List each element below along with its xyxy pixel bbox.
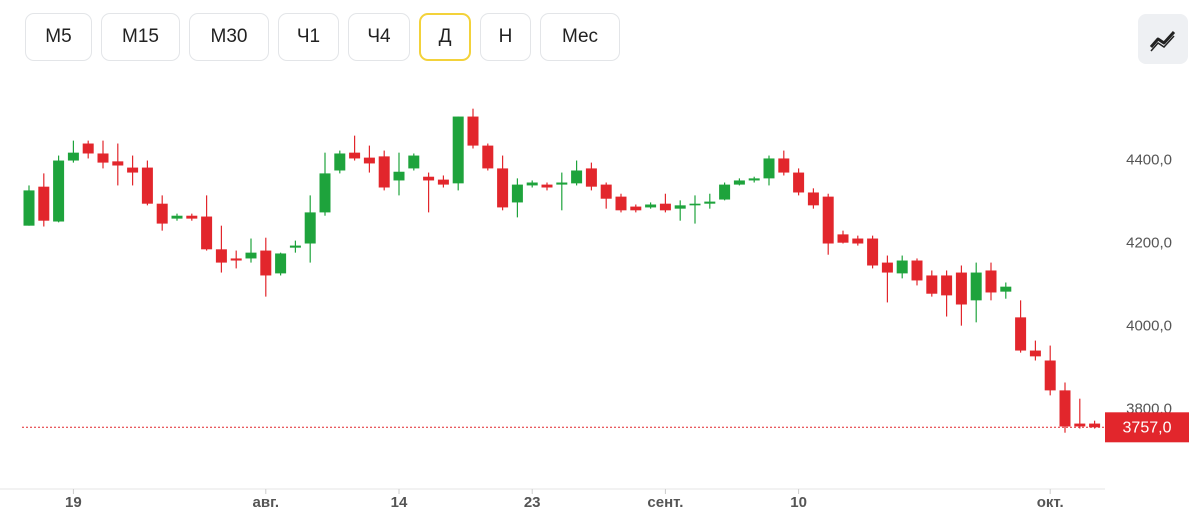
candle-body xyxy=(437,179,449,185)
candle-body xyxy=(970,272,982,301)
candle-body xyxy=(571,170,583,184)
timeframe-button[interactable]: Н xyxy=(480,13,531,61)
candle-body xyxy=(704,201,716,204)
candle-body xyxy=(82,143,94,154)
x-tick-label: 19 xyxy=(65,494,82,511)
candle-body xyxy=(289,245,301,248)
candle-body xyxy=(334,153,346,171)
candle-body xyxy=(1029,350,1041,357)
timeframe-button[interactable]: М15 xyxy=(101,13,180,61)
last-price-box xyxy=(1105,412,1189,443)
x-tick-label: сент. xyxy=(647,494,683,511)
candle-body xyxy=(467,116,479,146)
candle-body xyxy=(1074,423,1086,427)
candle-body xyxy=(733,180,745,185)
candle-body xyxy=(600,184,612,199)
candle-body xyxy=(807,192,819,206)
candle-body xyxy=(778,158,790,173)
candle-body xyxy=(585,168,597,187)
candle-body xyxy=(689,203,701,206)
candle-body xyxy=(674,205,686,209)
timeframe-button[interactable]: М30 xyxy=(189,13,269,61)
candle-body xyxy=(615,196,627,211)
candle-body xyxy=(763,158,775,179)
y-tick-label: 4200,0 xyxy=(1126,234,1172,251)
candle-body xyxy=(393,171,405,181)
candle-body xyxy=(319,173,331,213)
candle-body xyxy=(748,178,760,181)
timeframe-button[interactable]: М5 xyxy=(25,13,92,61)
candle-body xyxy=(171,215,183,219)
x-tick-label: 10 xyxy=(790,494,807,511)
candle-body xyxy=(659,203,671,211)
candle-body xyxy=(719,184,731,200)
candle-body xyxy=(630,206,642,211)
candle-body xyxy=(230,258,242,261)
x-tick-label: 23 xyxy=(524,494,541,511)
candle-body xyxy=(941,275,953,296)
candle-body xyxy=(926,275,938,294)
candle-body xyxy=(837,234,849,243)
candle-body xyxy=(526,182,538,186)
candle-body xyxy=(881,262,893,273)
candle-body xyxy=(1089,423,1101,428)
candle-body xyxy=(53,160,65,222)
candle-body xyxy=(822,196,834,244)
candle-body xyxy=(112,161,124,166)
timeframe-button[interactable]: Ч1 xyxy=(278,13,339,61)
candle-body xyxy=(423,176,435,181)
candle-body xyxy=(141,167,153,204)
candle-body xyxy=(67,152,79,161)
candle-body xyxy=(378,156,390,188)
candle-body xyxy=(201,216,213,250)
timeframe-button[interactable]: Ч4 xyxy=(348,13,410,61)
timeframe-button[interactable]: Д xyxy=(419,13,471,61)
candle-body xyxy=(911,260,923,281)
y-tick-label: 4000,0 xyxy=(1126,317,1172,334)
timeframe-button[interactable]: Мес xyxy=(540,13,620,61)
candle-body xyxy=(645,204,657,208)
candle-body xyxy=(452,116,464,184)
candle-body xyxy=(245,252,257,259)
candle-body xyxy=(541,184,553,188)
candle-body xyxy=(1000,286,1012,292)
candle-body xyxy=(97,153,109,163)
candle-body xyxy=(867,238,879,266)
y-tick-label: 4400,0 xyxy=(1126,152,1172,169)
candle-body xyxy=(186,215,198,219)
candle-body xyxy=(1015,317,1027,351)
candle-body xyxy=(275,253,287,274)
candle-body xyxy=(556,182,568,185)
candle-body xyxy=(955,272,967,305)
candle-body xyxy=(793,172,805,193)
candle-body xyxy=(349,152,361,159)
candle-body xyxy=(852,238,864,244)
x-tick-label: 14 xyxy=(391,494,408,511)
candle-body xyxy=(23,190,35,226)
candle-body xyxy=(38,186,50,221)
candle-body xyxy=(511,184,523,203)
candle-body xyxy=(304,212,316,244)
x-tick-label: окт. xyxy=(1037,494,1064,511)
chart-style-button[interactable] xyxy=(1138,14,1188,64)
candle-body xyxy=(408,155,420,169)
line-icon xyxy=(1149,30,1176,52)
candle-body xyxy=(260,250,272,276)
candle-body xyxy=(1044,360,1056,391)
candle-body xyxy=(215,249,227,263)
last-price-label: 3757,0 xyxy=(1123,420,1172,437)
candle-body xyxy=(985,270,997,293)
candle-body xyxy=(1059,390,1071,427)
candle-body xyxy=(497,168,509,208)
candle-body xyxy=(363,157,375,164)
x-tick-label: авг. xyxy=(253,494,279,511)
candle-body xyxy=(482,145,494,169)
candle-body xyxy=(156,203,168,224)
candle-body xyxy=(127,167,139,173)
candle-body xyxy=(896,260,908,274)
